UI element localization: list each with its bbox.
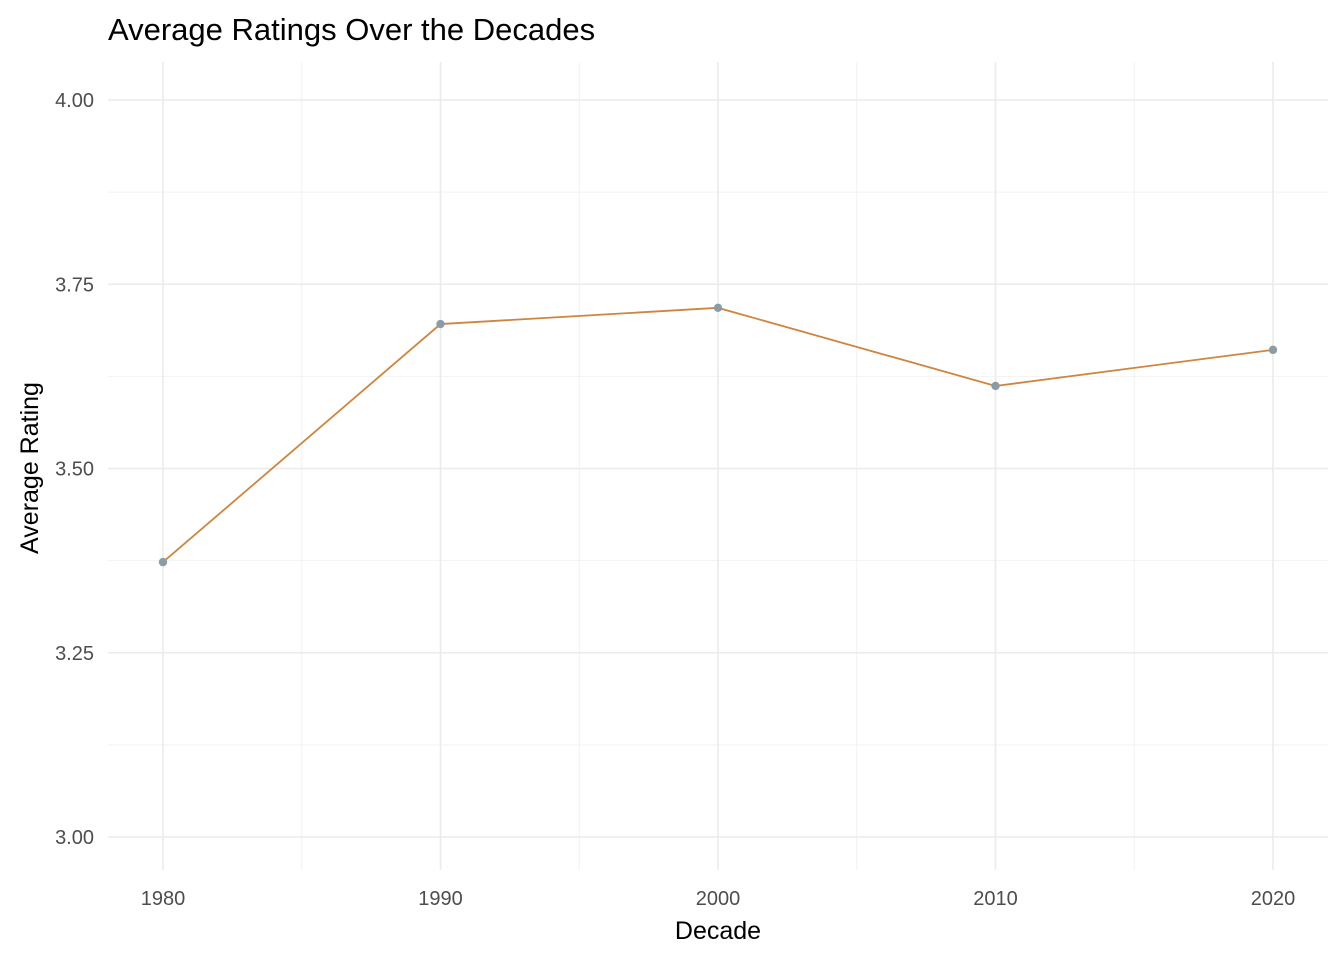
x-tick-label: 2020 <box>1251 888 1296 910</box>
data-point <box>158 557 168 567</box>
data-point <box>436 319 445 329</box>
y-tick-label: 3.50 <box>55 459 94 481</box>
gridlines <box>108 62 1328 870</box>
data-point <box>713 303 723 313</box>
y-tick-label: 3.25 <box>55 643 94 665</box>
y-tick-label: 4.00 <box>55 90 94 112</box>
chart-title: Average Ratings Over the Decades <box>108 12 595 47</box>
series-rating <box>158 303 1278 567</box>
y-axis-title: Average Rating <box>16 382 44 554</box>
x-axis-ticks: 1980 1990 2000 2010 2020 <box>141 888 1296 910</box>
x-tick-label: 2000 <box>696 888 741 910</box>
x-tick-label: 2010 <box>973 888 1018 910</box>
data-point <box>991 381 1000 391</box>
x-tick-label: 1990 <box>418 888 463 910</box>
x-tick-label: 1980 <box>141 888 186 910</box>
x-axis-title: Decade <box>675 917 761 945</box>
data-point <box>1268 345 1278 355</box>
y-axis-ticks: 3.00 3.25 3.50 3.75 4.00 <box>55 90 94 849</box>
y-tick-label: 3.00 <box>55 827 94 849</box>
y-tick-label: 3.75 <box>55 274 94 296</box>
